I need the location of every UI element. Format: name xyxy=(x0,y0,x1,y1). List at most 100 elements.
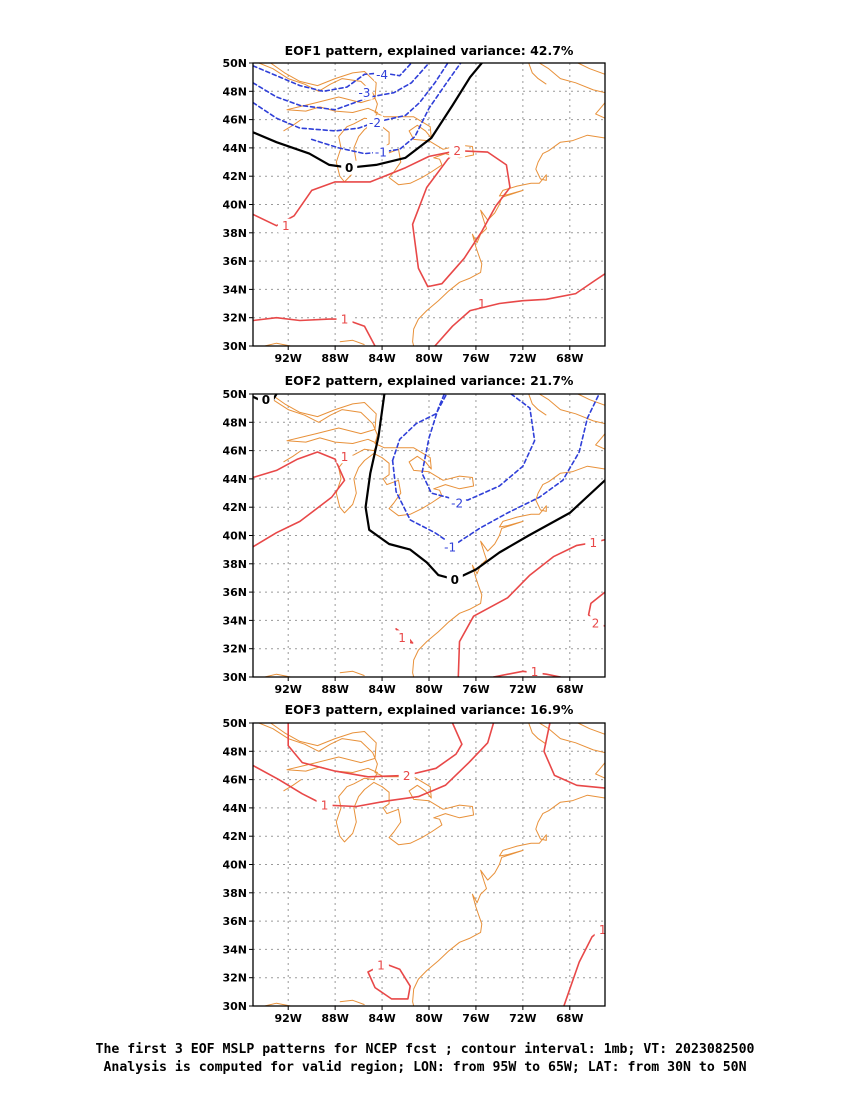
contour-label-bg xyxy=(446,572,463,587)
x-tick-label: 84W xyxy=(368,1012,395,1025)
y-tick-label: 32N xyxy=(222,643,247,656)
x-tick-label: 84W xyxy=(368,683,395,696)
x-tick-label: 92W xyxy=(274,1012,301,1025)
contour-label-bg xyxy=(257,394,274,407)
x-tick-label: 92W xyxy=(274,352,301,365)
y-tick-label: 36N xyxy=(222,255,247,268)
coastline-segment xyxy=(264,1002,291,1006)
eof1-panel: EOF1 pattern, explained variance: 42.7% … xyxy=(222,43,606,365)
contour-label-bg xyxy=(367,115,384,130)
contour-label: -1 xyxy=(444,540,456,554)
contour-line-pos1 xyxy=(253,451,346,548)
contour-label: 2 xyxy=(403,769,411,783)
contour-label-bg xyxy=(587,616,604,631)
coastline-segment xyxy=(595,761,605,779)
contour-line-pos1 xyxy=(253,316,376,346)
contour-line-zero0 xyxy=(253,63,483,169)
y-tick-label: 34N xyxy=(222,614,247,627)
contour-label-bg xyxy=(341,160,358,175)
contour-label: 1 xyxy=(321,799,329,813)
contour-label: 2 xyxy=(592,617,600,631)
y-tick-label: 44N xyxy=(222,473,247,486)
eof3-panel: EOF3 pattern, explained variance: 16.9% … xyxy=(222,702,607,1025)
coastline-segment xyxy=(539,723,605,754)
coastline-segment xyxy=(595,432,605,450)
contour-label-bg xyxy=(374,67,391,82)
coastline-segment xyxy=(528,394,547,416)
eof3-title: EOF3 pattern, explained variance: 16.9% xyxy=(285,702,574,717)
contour-label-bg xyxy=(277,218,294,233)
contour-label: 1 xyxy=(341,313,349,327)
coastline-segment xyxy=(577,394,605,406)
contour-label: -2 xyxy=(369,116,381,130)
coastline-segment xyxy=(595,101,605,119)
contour-line-pos1 xyxy=(434,273,605,346)
contour-label: -4 xyxy=(376,68,388,82)
contour-line-zero0 xyxy=(364,394,605,581)
coastline-segment xyxy=(258,394,475,517)
contour-label-bg xyxy=(398,768,415,783)
caption-line-2: Analysis is computed for valid region; L… xyxy=(103,1060,747,1075)
coastline-segment xyxy=(577,723,605,735)
eof1-contours: -4 -3 -2 -1 0 1 1 1 2 xyxy=(253,63,605,346)
coastline-segment xyxy=(339,999,365,1006)
contour-label: 1 xyxy=(478,297,486,311)
contour-line-neg2 xyxy=(253,63,449,132)
contour-label-bg xyxy=(356,85,373,100)
eof3-coastline xyxy=(258,723,605,1006)
x-tick-label: 76W xyxy=(462,1012,489,1025)
coastline-segment xyxy=(528,723,547,745)
contour-label-bg xyxy=(336,312,353,327)
contour-line-pos2 xyxy=(543,723,605,789)
contour-line-neg1 xyxy=(310,63,462,155)
coastline-segment xyxy=(412,794,605,1006)
caption-line-1: The first 3 EOF MSLP patterns for NCEP f… xyxy=(95,1042,755,1057)
contour-label: 1 xyxy=(599,923,607,937)
contour-line-pos1 xyxy=(457,538,605,677)
contour-label: -1 xyxy=(375,146,387,160)
y-tick-label: 36N xyxy=(222,915,247,928)
eof3-gridlines xyxy=(253,723,605,1006)
y-tick-label: 40N xyxy=(222,199,247,212)
x-tick-label: 72W xyxy=(509,683,536,696)
contour-label: 1 xyxy=(377,958,385,972)
y-tick-label: 38N xyxy=(222,887,247,900)
eof-figure: EOF1 pattern, explained variance: 42.7% … xyxy=(222,43,607,1025)
y-tick-label: 34N xyxy=(222,943,247,956)
contour-label-bg xyxy=(394,630,411,645)
y-tick-label: 32N xyxy=(222,312,247,325)
eof1-title: EOF1 pattern, explained variance: 42.7% xyxy=(285,43,574,58)
contour-line-neg1 xyxy=(391,394,600,547)
coastline-segment xyxy=(539,394,605,425)
eof2-coastline xyxy=(258,394,605,677)
coastline-segment xyxy=(539,63,605,94)
contour-label: 1 xyxy=(398,631,406,645)
contour-label: 0 xyxy=(345,161,353,175)
y-tick-label: 50N xyxy=(222,57,247,70)
coastline-segment xyxy=(258,723,475,846)
eof1-gridlines xyxy=(253,63,605,346)
contour-label: -2 xyxy=(451,496,463,510)
x-tick-label: 68W xyxy=(556,352,583,365)
y-tick-label: 36N xyxy=(222,586,247,599)
eof3-axis-ticks: 30N 32N 34N 36N 38N 40N 42N 44N 46N 48N 50N 92W 88W 8… xyxy=(222,717,583,1025)
x-tick-label: 88W xyxy=(321,352,348,365)
y-tick-label: 30N xyxy=(222,1000,247,1013)
contour-line-pos1 xyxy=(253,723,495,808)
y-tick-label: 46N xyxy=(222,445,247,458)
eof2-axis-ticks: 30N 32N 34N 36N 38N 40N 42N 44N 46N 48N 50N 92W 88W 8… xyxy=(222,388,583,696)
contour-line-pos2 xyxy=(411,149,511,288)
coastline-segment xyxy=(339,339,365,346)
y-tick-label: 42N xyxy=(222,170,247,183)
contour-label: 0 xyxy=(451,573,459,587)
x-tick-label: 80W xyxy=(415,683,442,696)
contour-label: 1 xyxy=(282,219,290,233)
contour-label-bg xyxy=(336,449,353,464)
y-tick-label: 46N xyxy=(222,774,247,787)
y-tick-label: 34N xyxy=(222,283,247,296)
contour-line-neg1 xyxy=(391,394,448,462)
eof2-panel: EOF2 pattern, explained variance: 21.7% … xyxy=(222,373,606,696)
x-tick-label: 72W xyxy=(509,1012,536,1025)
contour-label: 0 xyxy=(262,393,270,407)
contour-label: 1 xyxy=(531,665,539,679)
